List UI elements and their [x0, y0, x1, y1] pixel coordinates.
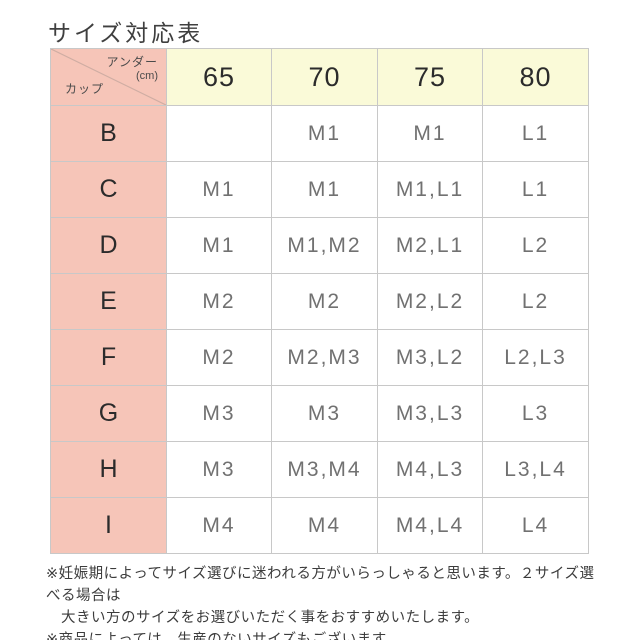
size-cell: M1,L1	[377, 161, 483, 218]
size-cell: L1	[482, 105, 589, 162]
size-cell: M2,M3	[271, 329, 378, 386]
table-row-cup-g: G M3 M3 M3,L3 L3	[50, 385, 589, 442]
column-header-75: 75	[377, 48, 483, 106]
column-header-70: 70	[271, 48, 378, 106]
size-cell: L1	[482, 161, 589, 218]
size-cell: M2	[166, 329, 272, 386]
under-bust-unit: (cm)	[136, 70, 158, 82]
size-cell: M1	[271, 161, 378, 218]
table-row-cup-e: E M2 M2 M2,L2 L2	[50, 273, 589, 330]
size-correspondence-table: アンダー (cm) カップ 65 70 75 80 B M1 M1 L1 C M1…	[50, 48, 589, 554]
size-cell: M3,M4	[271, 441, 378, 498]
column-header-65: 65	[166, 48, 272, 106]
size-cell: L3,L4	[482, 441, 589, 498]
size-cell: L2,L3	[482, 329, 589, 386]
cup-label: I	[50, 497, 167, 554]
size-cell: M2	[166, 273, 272, 330]
size-cell: L2	[482, 273, 589, 330]
cup-label: E	[50, 273, 167, 330]
table-row-cup-i: I M4 M4 M4,L4 L4	[50, 497, 589, 554]
diagonal-divider-line	[51, 49, 166, 105]
size-cell: L2	[482, 217, 589, 274]
cup-label: G	[50, 385, 167, 442]
table-row-cup-c: C M1 M1 M1,L1 L1	[50, 161, 589, 218]
size-cell: L3	[482, 385, 589, 442]
cup-label: H	[50, 441, 167, 498]
size-cell: M2,L2	[377, 273, 483, 330]
column-header-80: 80	[482, 48, 589, 106]
size-cell: M2	[271, 273, 378, 330]
corner-header-cell: アンダー (cm) カップ	[50, 48, 167, 106]
cup-axis-label: カップ	[65, 82, 105, 96]
size-cell: M3	[271, 385, 378, 442]
note-line: ※商品によっては、生産のないサイズもございます。	[46, 632, 401, 640]
cup-label: B	[50, 105, 167, 162]
table-row-cup-f: F M2 M2,M3 M3,L2 L2,L3	[50, 329, 589, 386]
header-row: アンダー (cm) カップ 65 70 75 80	[50, 48, 589, 106]
page-title: サイズ対応表	[48, 20, 204, 46]
size-cell: M1,M2	[271, 217, 378, 274]
table-row-cup-b: B M1 M1 L1	[50, 105, 589, 162]
size-cell: M4	[166, 497, 272, 554]
footnotes: ※妊娠期によってサイズ選びに迷われる方がいらっしゃると思います。２サイズ選べる場…	[46, 563, 606, 640]
size-cell: M3,L2	[377, 329, 483, 386]
table-row-cup-d: D M1 M1,M2 M2,L1 L2	[50, 217, 589, 274]
cup-label: F	[50, 329, 167, 386]
size-cell: M3	[166, 385, 272, 442]
size-cell: M4,L3	[377, 441, 483, 498]
size-cell: M4,L4	[377, 497, 483, 554]
under-bust-axis-label: アンダー (cm)	[106, 55, 158, 84]
size-cell: M1	[377, 105, 483, 162]
size-cell	[166, 105, 272, 162]
under-bust-label-text: アンダー	[106, 55, 158, 69]
size-cell: M1	[166, 217, 272, 274]
note-line: 大きい方のサイズをお選びいただく事をおすすめいたします。	[46, 610, 480, 626]
size-cell: M3	[166, 441, 272, 498]
cup-label: D	[50, 217, 167, 274]
size-cell: M3,L3	[377, 385, 483, 442]
table-row-cup-h: H M3 M3,M4 M4,L3 L3,L4	[50, 441, 589, 498]
size-cell: L4	[482, 497, 589, 554]
size-cell: M1	[166, 161, 272, 218]
size-cell: M1	[271, 105, 378, 162]
note-line: ※妊娠期によってサイズ選びに迷われる方がいらっしゃると思います。２サイズ選べる場…	[46, 566, 595, 604]
size-cell: M2,L1	[377, 217, 483, 274]
cup-label: C	[50, 161, 167, 218]
size-cell: M4	[271, 497, 378, 554]
